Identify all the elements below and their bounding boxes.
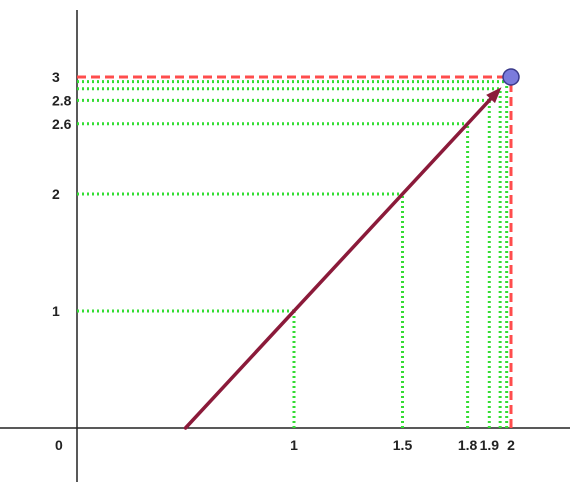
arrow-shaft	[183, 97, 493, 430]
approach-arrow	[183, 68, 520, 430]
arrow-head	[486, 87, 502, 104]
y-tick-label: 2	[52, 186, 60, 202]
y-tick-label: 1	[52, 303, 60, 319]
y-tick-label: 2.8	[52, 92, 72, 108]
y-tick-label: 2.6	[52, 116, 72, 132]
limit-point-marker	[502, 68, 520, 86]
x-tick-label: 1.8	[458, 437, 478, 453]
y-tick-label: 3	[52, 69, 60, 85]
x-tick-label: 1.5	[393, 437, 413, 453]
tick-labels: 0 1 1.5 1.8 1.9 2 1 2 2.6 2.8 3	[52, 69, 515, 453]
limit-guides	[77, 75, 513, 428]
x-tick-label: 1.9	[480, 437, 500, 453]
x-tick-label: 1	[290, 437, 298, 453]
axes	[0, 10, 570, 482]
x-tick-label: 2	[507, 437, 515, 453]
origin-label: 0	[55, 437, 63, 453]
approach-guides	[77, 80, 509, 428]
